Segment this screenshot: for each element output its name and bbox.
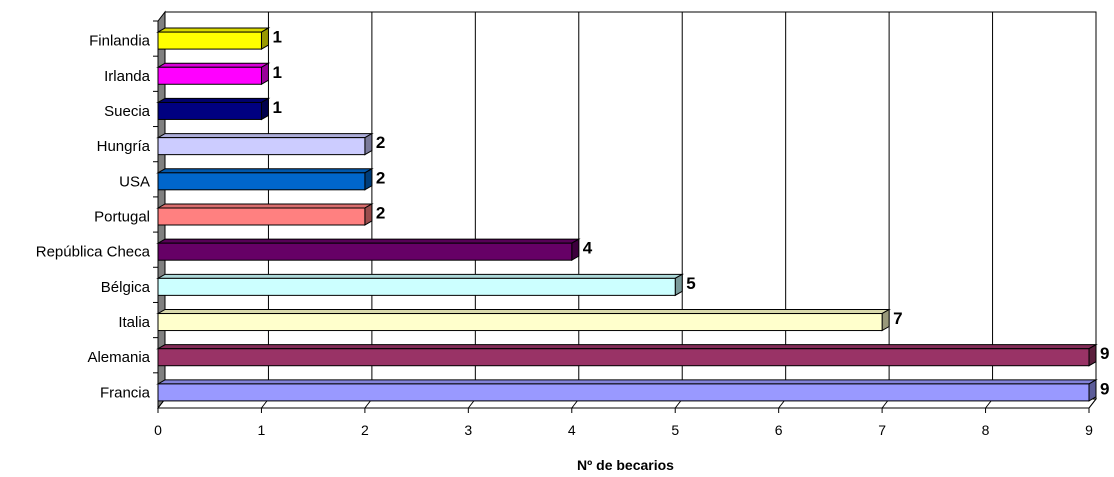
bar-end	[881, 308, 890, 332]
bar-top	[156, 308, 891, 315]
category-label: USA	[119, 173, 150, 190]
bar-end	[1088, 343, 1097, 367]
bar-end	[571, 238, 580, 262]
category-label: República Checa	[36, 244, 151, 261]
x-tick-label: 0	[154, 422, 162, 438]
x-tick-label: 3	[464, 422, 472, 438]
data-label: 9	[1100, 344, 1109, 363]
bar	[157, 383, 1090, 402]
bar-end	[674, 273, 683, 297]
data-label: 2	[376, 204, 385, 223]
x-tick-label: 4	[568, 422, 576, 438]
x-tick-label: 7	[878, 422, 886, 438]
bar-top	[156, 203, 374, 209]
x-axis-title: Nº de becarios	[577, 457, 674, 473]
bar-end	[260, 27, 269, 50]
bar	[157, 348, 1090, 367]
category-label: Portugal	[94, 209, 150, 226]
bar-top	[156, 27, 271, 33]
floor-gridline	[1088, 398, 1097, 409]
bar-end	[1088, 378, 1097, 402]
data-label: 7	[893, 309, 902, 328]
x-tick-label: 2	[361, 422, 369, 438]
bar-top	[156, 97, 271, 103]
category-label: Francia	[100, 384, 151, 401]
bars	[153, 20, 1098, 402]
bar	[157, 137, 366, 156]
x-tick-label: 5	[671, 422, 679, 438]
x-tick-label: 1	[258, 422, 266, 438]
bar	[157, 277, 676, 296]
category-label: Irlanda	[104, 68, 151, 85]
bar	[157, 207, 366, 226]
x-tick-label: 9	[1085, 422, 1093, 438]
bar-end	[364, 132, 373, 156]
bar-top	[156, 379, 1098, 385]
data-label: 1	[272, 28, 281, 47]
bar-end	[260, 97, 269, 121]
category-label: Finlandia	[89, 33, 151, 50]
bar-end	[260, 62, 269, 86]
bar	[157, 31, 262, 50]
category-label: Suecia	[104, 103, 151, 120]
bar-top	[156, 273, 685, 279]
data-label: 4	[583, 239, 593, 258]
bar	[157, 172, 366, 191]
data-label: 2	[376, 168, 385, 187]
data-labels: 1 1 1 2 2 2 4 5 7 9 9	[272, 28, 1109, 399]
bar-end	[364, 203, 373, 226]
gridlines	[157, 12, 1097, 413]
category-label: Bélgica	[101, 279, 151, 296]
category-label: Italia	[118, 314, 150, 331]
x-tick-label: 8	[982, 422, 990, 438]
bar-top	[156, 344, 1098, 350]
bar-top	[156, 62, 271, 68]
bar	[157, 242, 573, 261]
category-label: Alemania	[87, 349, 150, 366]
bar	[157, 66, 262, 85]
x-tick-labels: 0 1 2 3 4 5 6 7 8 9	[154, 422, 1093, 438]
bar	[157, 101, 262, 120]
bar-top	[156, 133, 374, 139]
bar	[157, 313, 883, 332]
bar-top	[156, 168, 374, 174]
data-label: 1	[272, 63, 281, 82]
data-label: 2	[376, 133, 385, 152]
bar-end	[364, 167, 373, 191]
category-label: Hungría	[97, 138, 151, 155]
data-label: 5	[686, 274, 695, 293]
bar-top	[156, 238, 581, 244]
data-label: 9	[1100, 379, 1109, 398]
data-label: 1	[272, 98, 281, 117]
category-labels: Finlandia Irlanda Suecia Hungría USA Portugal…	[36, 33, 151, 402]
x-tick-label: 6	[775, 422, 783, 438]
